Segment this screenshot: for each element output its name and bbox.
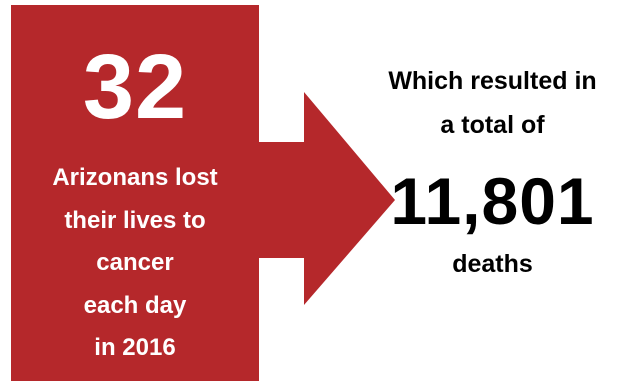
arrow-head — [259, 92, 395, 305]
left-line-3: cancer — [96, 249, 174, 276]
left-panel: 32 Arizonans lost their lives to cancer … — [11, 5, 259, 381]
red-box — [11, 5, 259, 381]
right-line-2: a total of — [440, 111, 545, 139]
total-deaths-number: 11,801 — [390, 164, 595, 238]
daily-deaths-number: 32 — [82, 36, 188, 138]
right-line-1: Which resulted in — [388, 67, 597, 95]
left-line-4: each day — [83, 292, 187, 319]
left-line-2: their lives to — [64, 207, 206, 234]
right-line-3: deaths — [452, 250, 533, 278]
left-line-5: in 2016 — [94, 334, 176, 361]
left-line-1: Arizonans lost — [52, 164, 218, 191]
